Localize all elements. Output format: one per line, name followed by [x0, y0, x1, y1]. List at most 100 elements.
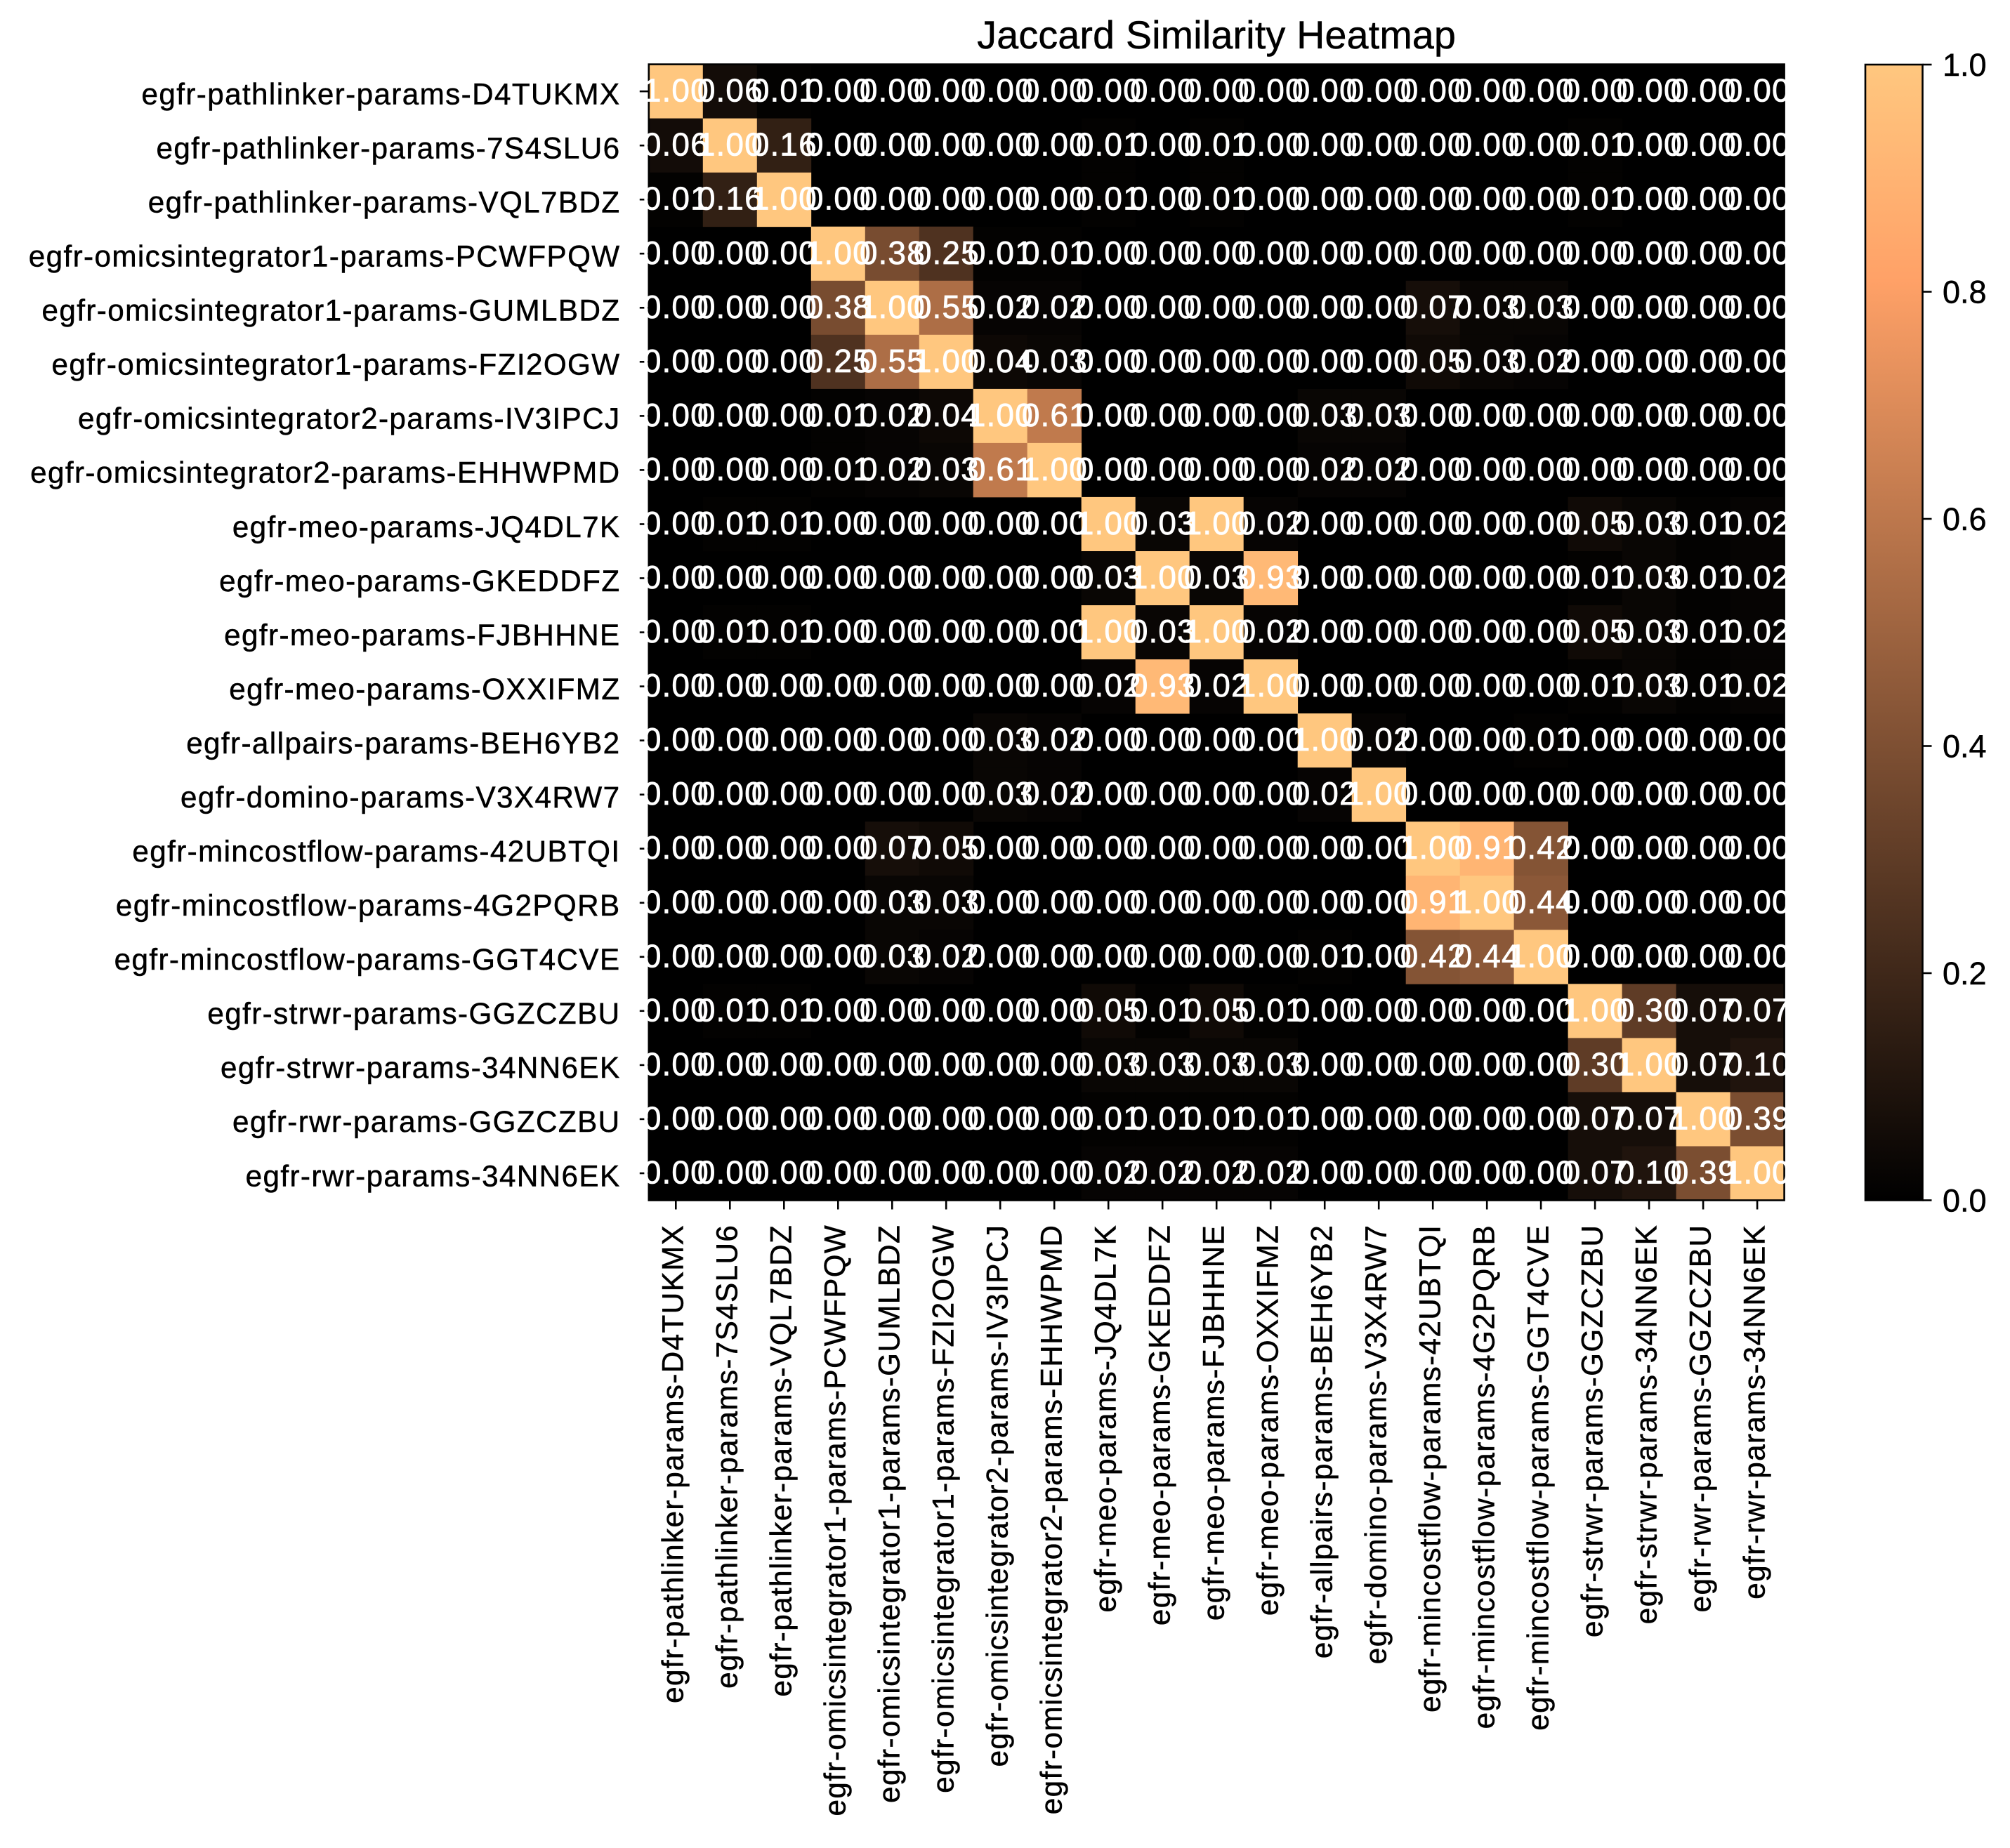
svg-text:0.06: 0.06	[697, 72, 763, 109]
svg-text:0.02: 0.02	[914, 937, 980, 974]
svg-text:0.01: 0.01	[968, 235, 1034, 271]
svg-text:0.00: 0.00	[1671, 883, 1737, 920]
svg-text:0.00: 0.00	[1346, 613, 1412, 649]
svg-text:0.00: 0.00	[1454, 667, 1520, 704]
svg-text:0.00: 0.00	[751, 937, 817, 974]
svg-text:0.01: 0.01	[806, 397, 872, 433]
svg-text:0.01: 0.01	[751, 613, 817, 649]
svg-text:0.00: 0.00	[1130, 397, 1196, 433]
svg-text:0.00: 0.00	[1076, 72, 1142, 109]
svg-text:0.00: 0.00	[1022, 883, 1088, 920]
svg-text:0.00: 0.00	[643, 343, 709, 379]
svg-text:0.00: 0.00	[1671, 72, 1737, 109]
svg-text:0.00: 0.00	[1563, 397, 1629, 433]
svg-text:0.00: 0.00	[1563, 343, 1629, 379]
svg-text:0.00: 0.00	[643, 883, 709, 920]
svg-text:1.00: 1.00	[1671, 1100, 1737, 1136]
svg-text:0.00: 0.00	[968, 126, 1034, 163]
svg-text:0.25: 0.25	[914, 235, 980, 271]
svg-text:0.00: 0.00	[860, 667, 926, 704]
svg-text:0.01: 0.01	[1292, 937, 1358, 974]
svg-text:0.00: 0.00	[1725, 721, 1791, 758]
svg-text:0.00: 0.00	[1617, 72, 1683, 109]
svg-text:0.02: 0.02	[1292, 451, 1358, 487]
svg-text:0.00: 0.00	[806, 505, 872, 541]
svg-text:0.00: 0.00	[1346, 289, 1412, 325]
svg-text:0.00: 0.00	[1076, 289, 1142, 325]
svg-text:0.00: 0.00	[1400, 667, 1466, 704]
svg-text:0.00: 0.00	[968, 1045, 1034, 1082]
svg-text:egfr-meo-params-OXXIFMZ: egfr-meo-params-OXXIFMZ	[229, 673, 620, 706]
svg-text:0.00: 0.00	[1563, 721, 1629, 758]
svg-text:0.00: 0.00	[1563, 829, 1629, 866]
svg-text:0.03: 0.03	[1130, 613, 1196, 649]
svg-text:0.00: 0.00	[1509, 126, 1575, 163]
svg-text:0.00: 0.00	[1238, 937, 1304, 974]
svg-text:0.05: 0.05	[914, 829, 980, 866]
svg-text:0.00: 0.00	[1509, 397, 1575, 433]
svg-text:0.00: 0.00	[751, 1045, 817, 1082]
svg-text:0.02: 0.02	[1725, 559, 1791, 595]
svg-text:0.91: 0.91	[1454, 829, 1520, 866]
svg-text:0.16: 0.16	[751, 126, 817, 163]
svg-text:egfr-omicsintegrator2-params-E: egfr-omicsintegrator2-params-EHHWPMD	[1035, 1225, 1068, 1814]
svg-text:0.00: 0.00	[806, 1045, 872, 1082]
svg-text:0.00: 0.00	[914, 721, 980, 758]
svg-text:0.00: 0.00	[1400, 72, 1466, 109]
svg-text:0.00: 0.00	[1725, 829, 1791, 866]
svg-text:0.01: 0.01	[806, 451, 872, 487]
svg-text:0.00: 0.00	[1509, 505, 1575, 541]
svg-text:0.00: 0.00	[1509, 991, 1575, 1028]
svg-text:0.01: 0.01	[1076, 126, 1142, 163]
svg-text:0.00: 0.00	[1617, 126, 1683, 163]
svg-text:0.04: 0.04	[914, 397, 980, 433]
svg-text:egfr-omicsintegrator1-params-F: egfr-omicsintegrator1-params-FZI2OGW	[927, 1225, 960, 1793]
svg-text:0.39: 0.39	[1671, 1154, 1737, 1191]
svg-text:0.00: 0.00	[1076, 235, 1142, 271]
svg-text:0.03: 0.03	[860, 883, 926, 920]
svg-text:1.00: 1.00	[751, 180, 817, 217]
svg-text:0.00: 0.00	[860, 991, 926, 1028]
svg-text:0.00: 0.00	[1238, 397, 1304, 433]
svg-text:0.00: 0.00	[1184, 343, 1250, 379]
svg-text:0.00: 0.00	[1671, 180, 1737, 217]
svg-text:0.00: 0.00	[1509, 1154, 1575, 1191]
svg-text:egfr-mincostflow-params-GGT4CV: egfr-mincostflow-params-GGT4CVE	[114, 943, 621, 976]
svg-text:egfr-allpairs-params-BEH6YB2: egfr-allpairs-params-BEH6YB2	[1306, 1225, 1339, 1658]
svg-text:0.00: 0.00	[1292, 1154, 1358, 1191]
svg-text:egfr-mincostflow-params-4G2PQR: egfr-mincostflow-params-4G2PQRB	[116, 889, 621, 922]
svg-text:0.61: 0.61	[1022, 397, 1088, 433]
svg-text:0.00: 0.00	[1346, 505, 1412, 541]
svg-text:0.00: 0.00	[1671, 397, 1737, 433]
svg-text:egfr-omicsintegrator1-params-F: egfr-omicsintegrator1-params-FZI2OGW	[52, 348, 621, 381]
svg-text:0.00: 0.00	[806, 1154, 872, 1191]
svg-text:0.00: 0.00	[1400, 1154, 1466, 1191]
svg-text:0.10: 0.10	[1617, 1154, 1683, 1191]
svg-text:0.00: 0.00	[1725, 126, 1791, 163]
svg-text:egfr-pathlinker-params-7S4SLU6: egfr-pathlinker-params-7S4SLU6	[156, 132, 620, 165]
svg-text:0.00: 0.00	[1346, 991, 1412, 1028]
svg-text:egfr-meo-params-GKEDDFZ: egfr-meo-params-GKEDDFZ	[1143, 1225, 1176, 1625]
svg-text:0.44: 0.44	[1509, 883, 1575, 920]
svg-text:0.00: 0.00	[1617, 937, 1683, 974]
svg-text:0.01: 0.01	[1130, 991, 1196, 1028]
svg-text:0.00: 0.00	[1238, 883, 1304, 920]
svg-text:0.00: 0.00	[1454, 72, 1520, 109]
svg-text:0.00: 0.00	[1184, 775, 1250, 812]
svg-text:0.00: 0.00	[1400, 180, 1466, 217]
svg-text:0.00: 0.00	[1509, 559, 1575, 595]
svg-text:0.00: 0.00	[1130, 72, 1196, 109]
svg-text:0.00: 0.00	[1725, 72, 1791, 109]
svg-text:0.00: 0.00	[751, 1154, 817, 1191]
svg-text:0.00: 0.00	[751, 451, 817, 487]
svg-text:Jaccard Similarity Heatmap: Jaccard Similarity Heatmap	[977, 13, 1456, 57]
svg-text:0.03: 0.03	[1617, 613, 1683, 649]
svg-text:0.02: 0.02	[968, 289, 1034, 325]
svg-text:0.00: 0.00	[806, 721, 872, 758]
svg-text:0.00: 0.00	[1346, 1154, 1412, 1191]
svg-text:egfr-rwr-params-GGZCZBU: egfr-rwr-params-GGZCZBU	[232, 1105, 621, 1138]
svg-text:egfr-strwr-params-34NN6EK: egfr-strwr-params-34NN6EK	[1629, 1225, 1662, 1625]
svg-text:0.00: 0.00	[1454, 397, 1520, 433]
svg-text:1.00: 1.00	[1617, 1045, 1683, 1082]
svg-text:0.03: 0.03	[1238, 1045, 1304, 1082]
